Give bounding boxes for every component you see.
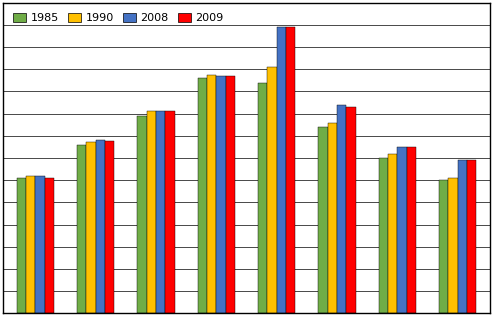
Bar [318,127,328,313]
Bar [77,145,86,313]
Bar [17,178,26,313]
Bar [346,107,355,313]
Bar [458,160,467,313]
Bar [439,180,449,313]
Bar [467,160,476,313]
Bar [216,76,226,313]
Bar [379,158,388,313]
Bar [138,116,147,313]
Bar [26,176,35,313]
Bar [35,176,44,313]
Bar [267,67,277,313]
Bar [449,178,458,313]
Bar [86,143,96,313]
Legend: 1985, 1990, 2008, 2009: 1985, 1990, 2008, 2009 [8,8,228,28]
Bar [328,123,337,313]
Bar [96,140,105,313]
Bar [258,82,267,313]
Bar [198,78,207,313]
Bar [165,112,175,313]
Bar [388,154,397,313]
Bar [147,112,156,313]
Bar [277,27,286,313]
Bar [397,147,407,313]
Bar [105,141,114,313]
Bar [337,105,346,313]
Bar [226,76,235,313]
Bar [207,75,216,313]
Bar [156,112,165,313]
Bar [286,27,295,313]
Bar [44,178,54,313]
Bar [407,147,416,313]
